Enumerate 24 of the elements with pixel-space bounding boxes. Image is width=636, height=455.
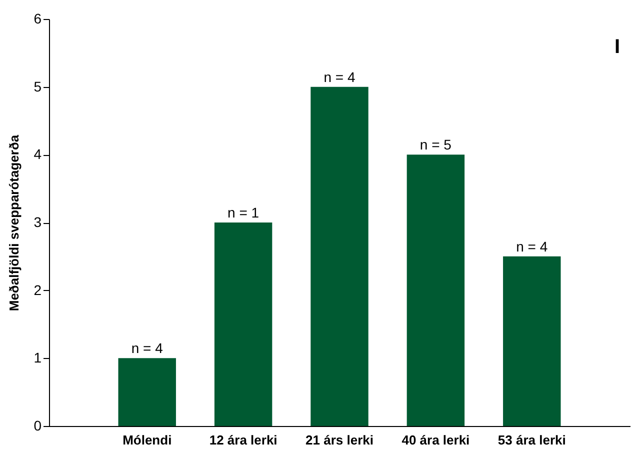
bar	[214, 222, 272, 426]
bar	[406, 154, 465, 426]
y-tick-label: 5	[34, 78, 42, 94]
annotation: I	[614, 36, 620, 58]
bar	[118, 358, 176, 426]
x-tick-label: 40 ára lerki	[402, 432, 470, 448]
y-axis-title: Meðalfjöldi svepparótagerða	[6, 134, 22, 312]
bar	[310, 86, 368, 426]
annotation: n = 4	[131, 340, 164, 356]
x-tick-label: Mólendi	[122, 432, 172, 448]
y-tick-label: 2	[34, 282, 42, 298]
annotation: n = 4	[516, 238, 548, 254]
y-tick-label: 0	[34, 418, 42, 434]
y-tick-label: 4	[34, 146, 42, 162]
annotation: n = 5	[420, 136, 452, 153]
x-tick-label: 12 ára lerki	[209, 432, 278, 448]
y-tick-label: 3	[34, 214, 42, 230]
x-tick-label: 21 árs lerki	[306, 432, 374, 448]
bar	[503, 256, 561, 426]
annotation: n = 4	[324, 68, 356, 85]
annotation: n = 1	[228, 204, 260, 220]
y-tick-label: 6	[34, 10, 42, 26]
y-tick-label: 1	[34, 350, 42, 366]
x-tick-label: 53 ára lerki	[498, 432, 566, 448]
